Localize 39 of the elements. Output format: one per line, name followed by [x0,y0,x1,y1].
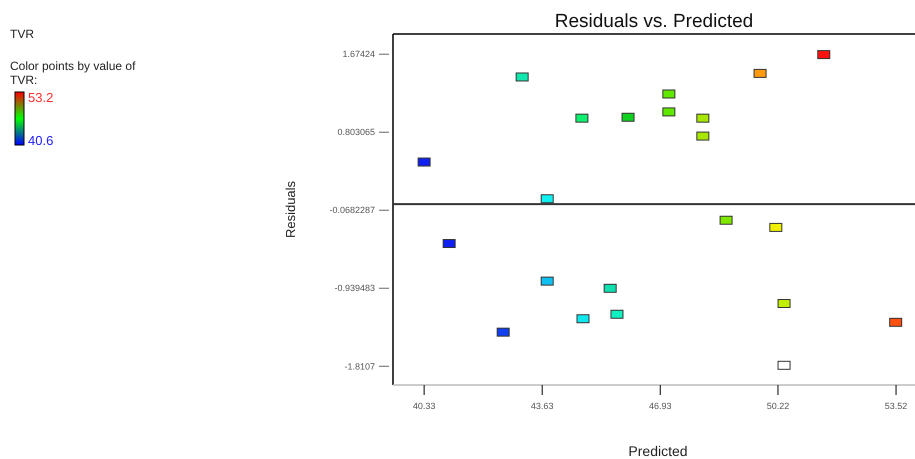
y-tick-label: 1.67424 [342,49,375,60]
color-bar-title: Color points by value of TVR: [10,59,136,87]
point [540,194,554,204]
point [769,222,782,232]
point [516,72,529,82]
point [696,114,710,123]
point [889,318,902,327]
point [622,112,635,122]
x-axis-title: Predicted [628,443,688,459]
color-bar-label: 40.6 [28,133,54,148]
y-tick-label: 0.803065 [337,127,375,138]
x-tick-label: 50.22 [766,401,790,411]
point [778,299,791,308]
point [754,68,767,78]
point [610,310,624,319]
point [720,216,733,225]
point [817,50,830,60]
x-tick-label: 43.63 [530,401,554,411]
point [576,314,590,324]
point [662,89,676,98]
x-tick-label: 53.52 [884,401,908,411]
point [442,239,456,248]
x-tick-label: 46.93 [648,401,672,411]
point [418,158,431,167]
y-tick-label: -1.8107 [344,361,375,372]
point [604,284,617,293]
point [496,328,510,337]
point [696,132,710,141]
point [662,107,676,116]
point [575,114,588,123]
point [540,276,554,286]
y-axis-title: Residuals [283,180,298,238]
point [778,360,791,370]
text: TVR [10,27,34,41]
chart-title: Residuals vs. Predicted [554,11,754,32]
y-tick-label: -0.939483 [334,283,375,294]
color-bar-label: 53.2 [28,90,54,105]
y-tick-label: -0.0682287 [329,205,375,216]
x-tick-label: 40.33 [412,401,436,411]
